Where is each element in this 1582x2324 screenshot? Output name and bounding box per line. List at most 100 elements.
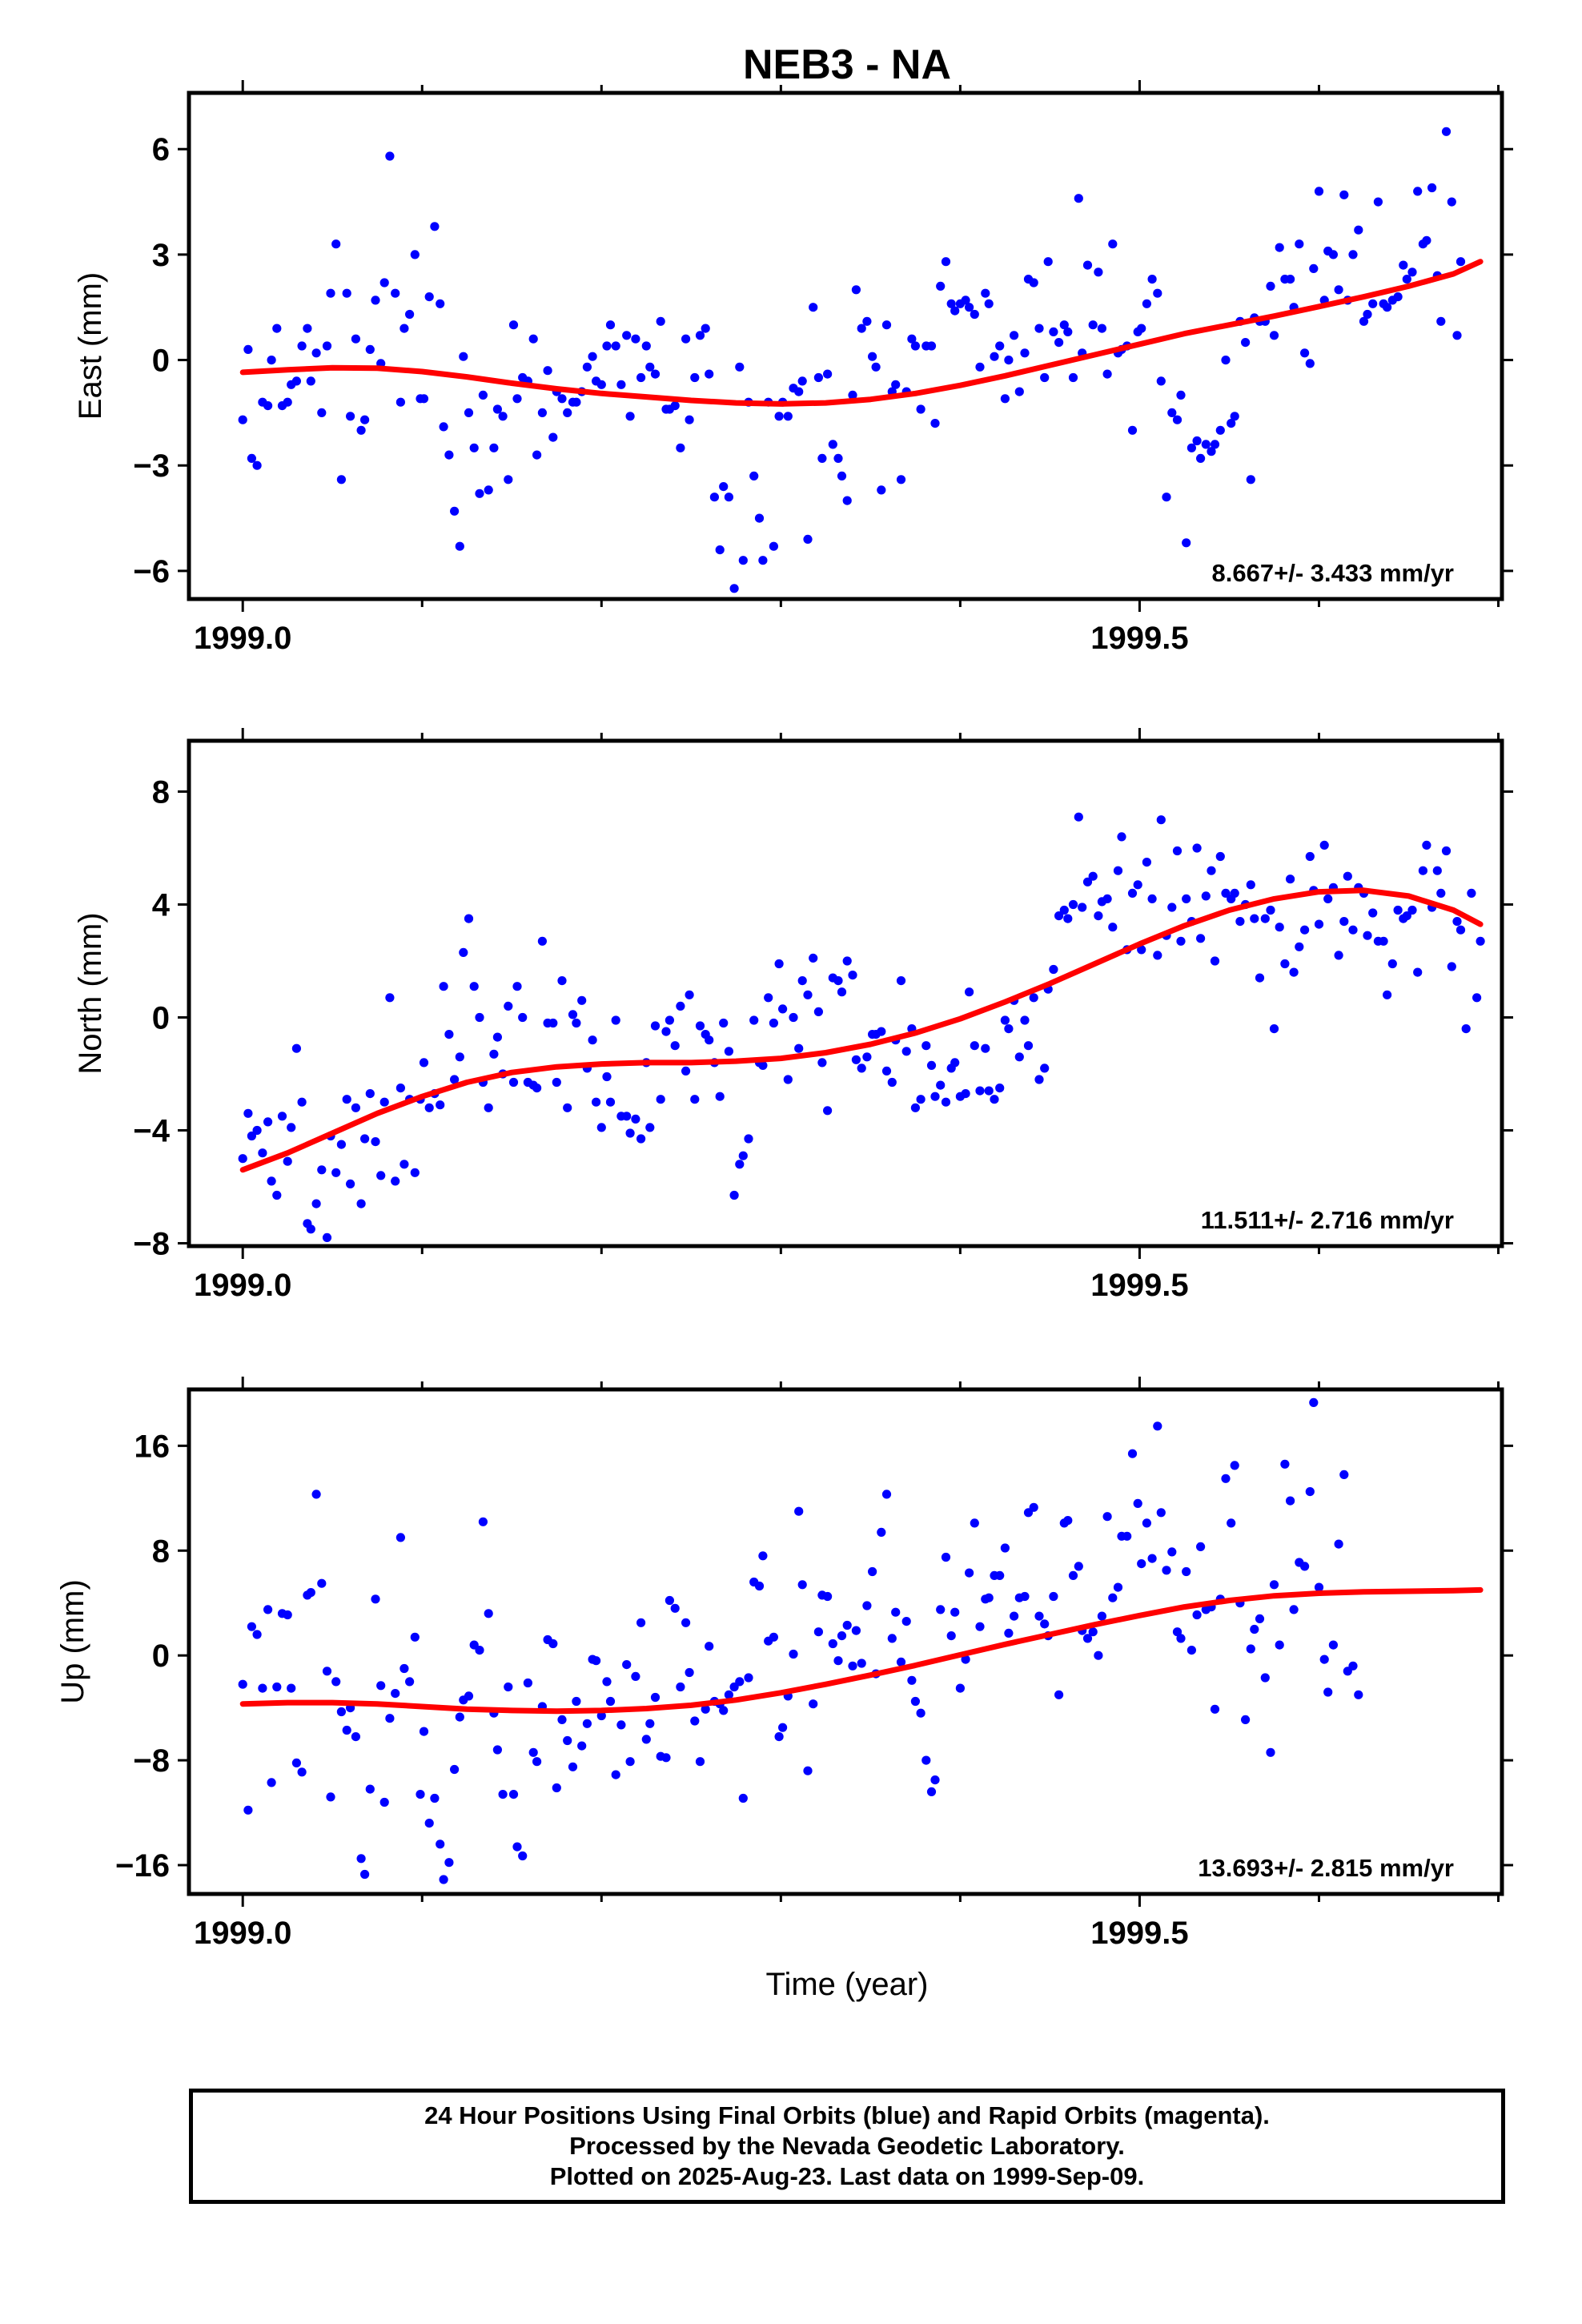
- east-data-point: [512, 394, 522, 404]
- north-data-point: [518, 1012, 528, 1023]
- up-data-point: [1004, 1628, 1014, 1638]
- north-data-point: [577, 995, 587, 1005]
- east-data-point: [557, 394, 567, 404]
- up-data-point: [797, 1580, 807, 1590]
- east-x-tick-label: 1999.0: [194, 621, 291, 656]
- up-data-point: [238, 1679, 247, 1689]
- up-data-point: [1407, 0, 1416, 5]
- up-data-point: [306, 1588, 315, 1598]
- up-x-tick-label: 1999.5: [1090, 1916, 1188, 1951]
- north-data-point: [1305, 851, 1315, 862]
- east-y-tick-label: −3: [133, 448, 170, 484]
- north-data-point: [1339, 917, 1349, 927]
- up-data-point: [1394, 0, 1403, 5]
- north-data-point: [809, 953, 818, 963]
- up-data-point: [809, 1699, 818, 1709]
- east-data-point: [1436, 316, 1446, 326]
- east-data-point: [1328, 250, 1338, 259]
- north-data-point: [1260, 914, 1270, 923]
- north-data-point: [400, 1160, 409, 1169]
- north-data-point: [592, 1097, 601, 1107]
- east-data-point: [1359, 316, 1369, 326]
- north-data-point: [1323, 894, 1333, 903]
- up-x-tick-label: 1999.0: [194, 1916, 291, 1951]
- up-data-point: [1476, 0, 1485, 5]
- north-data-point: [1156, 815, 1166, 825]
- up-data-point: [735, 1677, 745, 1687]
- up-data-point: [1456, 0, 1465, 5]
- up-y-axis-label: Up (mm): [55, 1579, 90, 1704]
- up-data-point: [1260, 1673, 1270, 1683]
- north-data-point: [921, 1041, 931, 1051]
- east-data-point: [797, 376, 807, 386]
- up-data-point: [995, 1570, 1005, 1580]
- up-data-point: [837, 1631, 847, 1641]
- east-data-point: [881, 320, 892, 330]
- caption-box: 24 Hour Positions Using Final Orbits (bl…: [189, 2089, 1505, 2204]
- east-data-point: [871, 362, 881, 372]
- north-data-point: [851, 1055, 861, 1064]
- up-data-point: [563, 1735, 572, 1746]
- north-x-tick-label: 1999.5: [1090, 1268, 1188, 1303]
- up-data-point: [946, 1631, 956, 1641]
- north-data-point: [1074, 812, 1083, 822]
- north-data-point: [267, 1176, 276, 1186]
- north-data-point: [469, 982, 479, 991]
- up-data-point: [665, 1595, 675, 1606]
- north-data-point: [1275, 923, 1284, 932]
- east-data-point: [605, 320, 616, 330]
- up-data-point: [391, 1689, 400, 1699]
- east-data-point: [616, 380, 626, 389]
- east-data-point: [970, 309, 979, 320]
- up-data-point: [548, 1638, 558, 1649]
- up-data-point: [676, 1682, 685, 1692]
- north-data-point: [322, 1232, 332, 1242]
- up-data-point: [758, 1551, 768, 1561]
- east-data-point: [365, 344, 375, 354]
- up-data-point: [705, 1642, 714, 1651]
- east-data-point: [641, 341, 651, 351]
- north-data-point: [1286, 875, 1295, 884]
- up-data-point: [1447, 0, 1456, 5]
- east-data-point: [1043, 257, 1053, 267]
- east-data-point: [484, 485, 493, 495]
- up-data-point: [1172, 1627, 1182, 1637]
- east-data-point: [272, 324, 282, 333]
- east-data-point: [263, 401, 273, 411]
- north-data-point: [1269, 1024, 1279, 1034]
- east-data-point: [400, 324, 409, 333]
- north-data-point: [1078, 903, 1087, 912]
- up-data-point: [616, 1720, 626, 1730]
- north-data-point: [1117, 832, 1126, 842]
- north-data-point: [563, 1103, 572, 1112]
- east-data-point: [1172, 415, 1182, 424]
- east-data-point: [430, 222, 440, 231]
- east-data-point: [396, 397, 405, 407]
- up-data-point: [1328, 1640, 1338, 1650]
- east-data-point: [837, 471, 847, 481]
- up-data-point: [416, 1790, 425, 1799]
- up-data-point: [896, 1657, 906, 1667]
- up-data-point: [681, 1618, 691, 1627]
- north-data-point: [1393, 905, 1403, 915]
- up-data-point: [813, 1627, 823, 1637]
- north-data-point: [636, 1134, 646, 1144]
- up-data-point: [342, 1725, 351, 1735]
- east-data-point: [489, 443, 499, 452]
- up-data-point: [1275, 1640, 1284, 1650]
- up-data-point: [1020, 1591, 1030, 1602]
- up-data-point: [625, 1757, 635, 1767]
- up-data-point: [1289, 1605, 1299, 1614]
- up-data-point: [769, 1632, 779, 1642]
- up-data-point: [965, 1568, 974, 1578]
- up-velocity-annotation: 13.693+/- 2.815 mm/yr: [1198, 1854, 1454, 1882]
- north-data-point: [297, 1097, 307, 1107]
- up-data-point: [1000, 1543, 1010, 1553]
- north-data-point: [1246, 880, 1255, 890]
- up-data-point: [1137, 1559, 1146, 1569]
- up-data-point: [1399, 0, 1407, 5]
- east-data-point: [596, 380, 606, 389]
- north-data-point: [346, 1179, 355, 1188]
- up-data-point: [1452, 0, 1461, 5]
- north-data-point: [1422, 840, 1431, 850]
